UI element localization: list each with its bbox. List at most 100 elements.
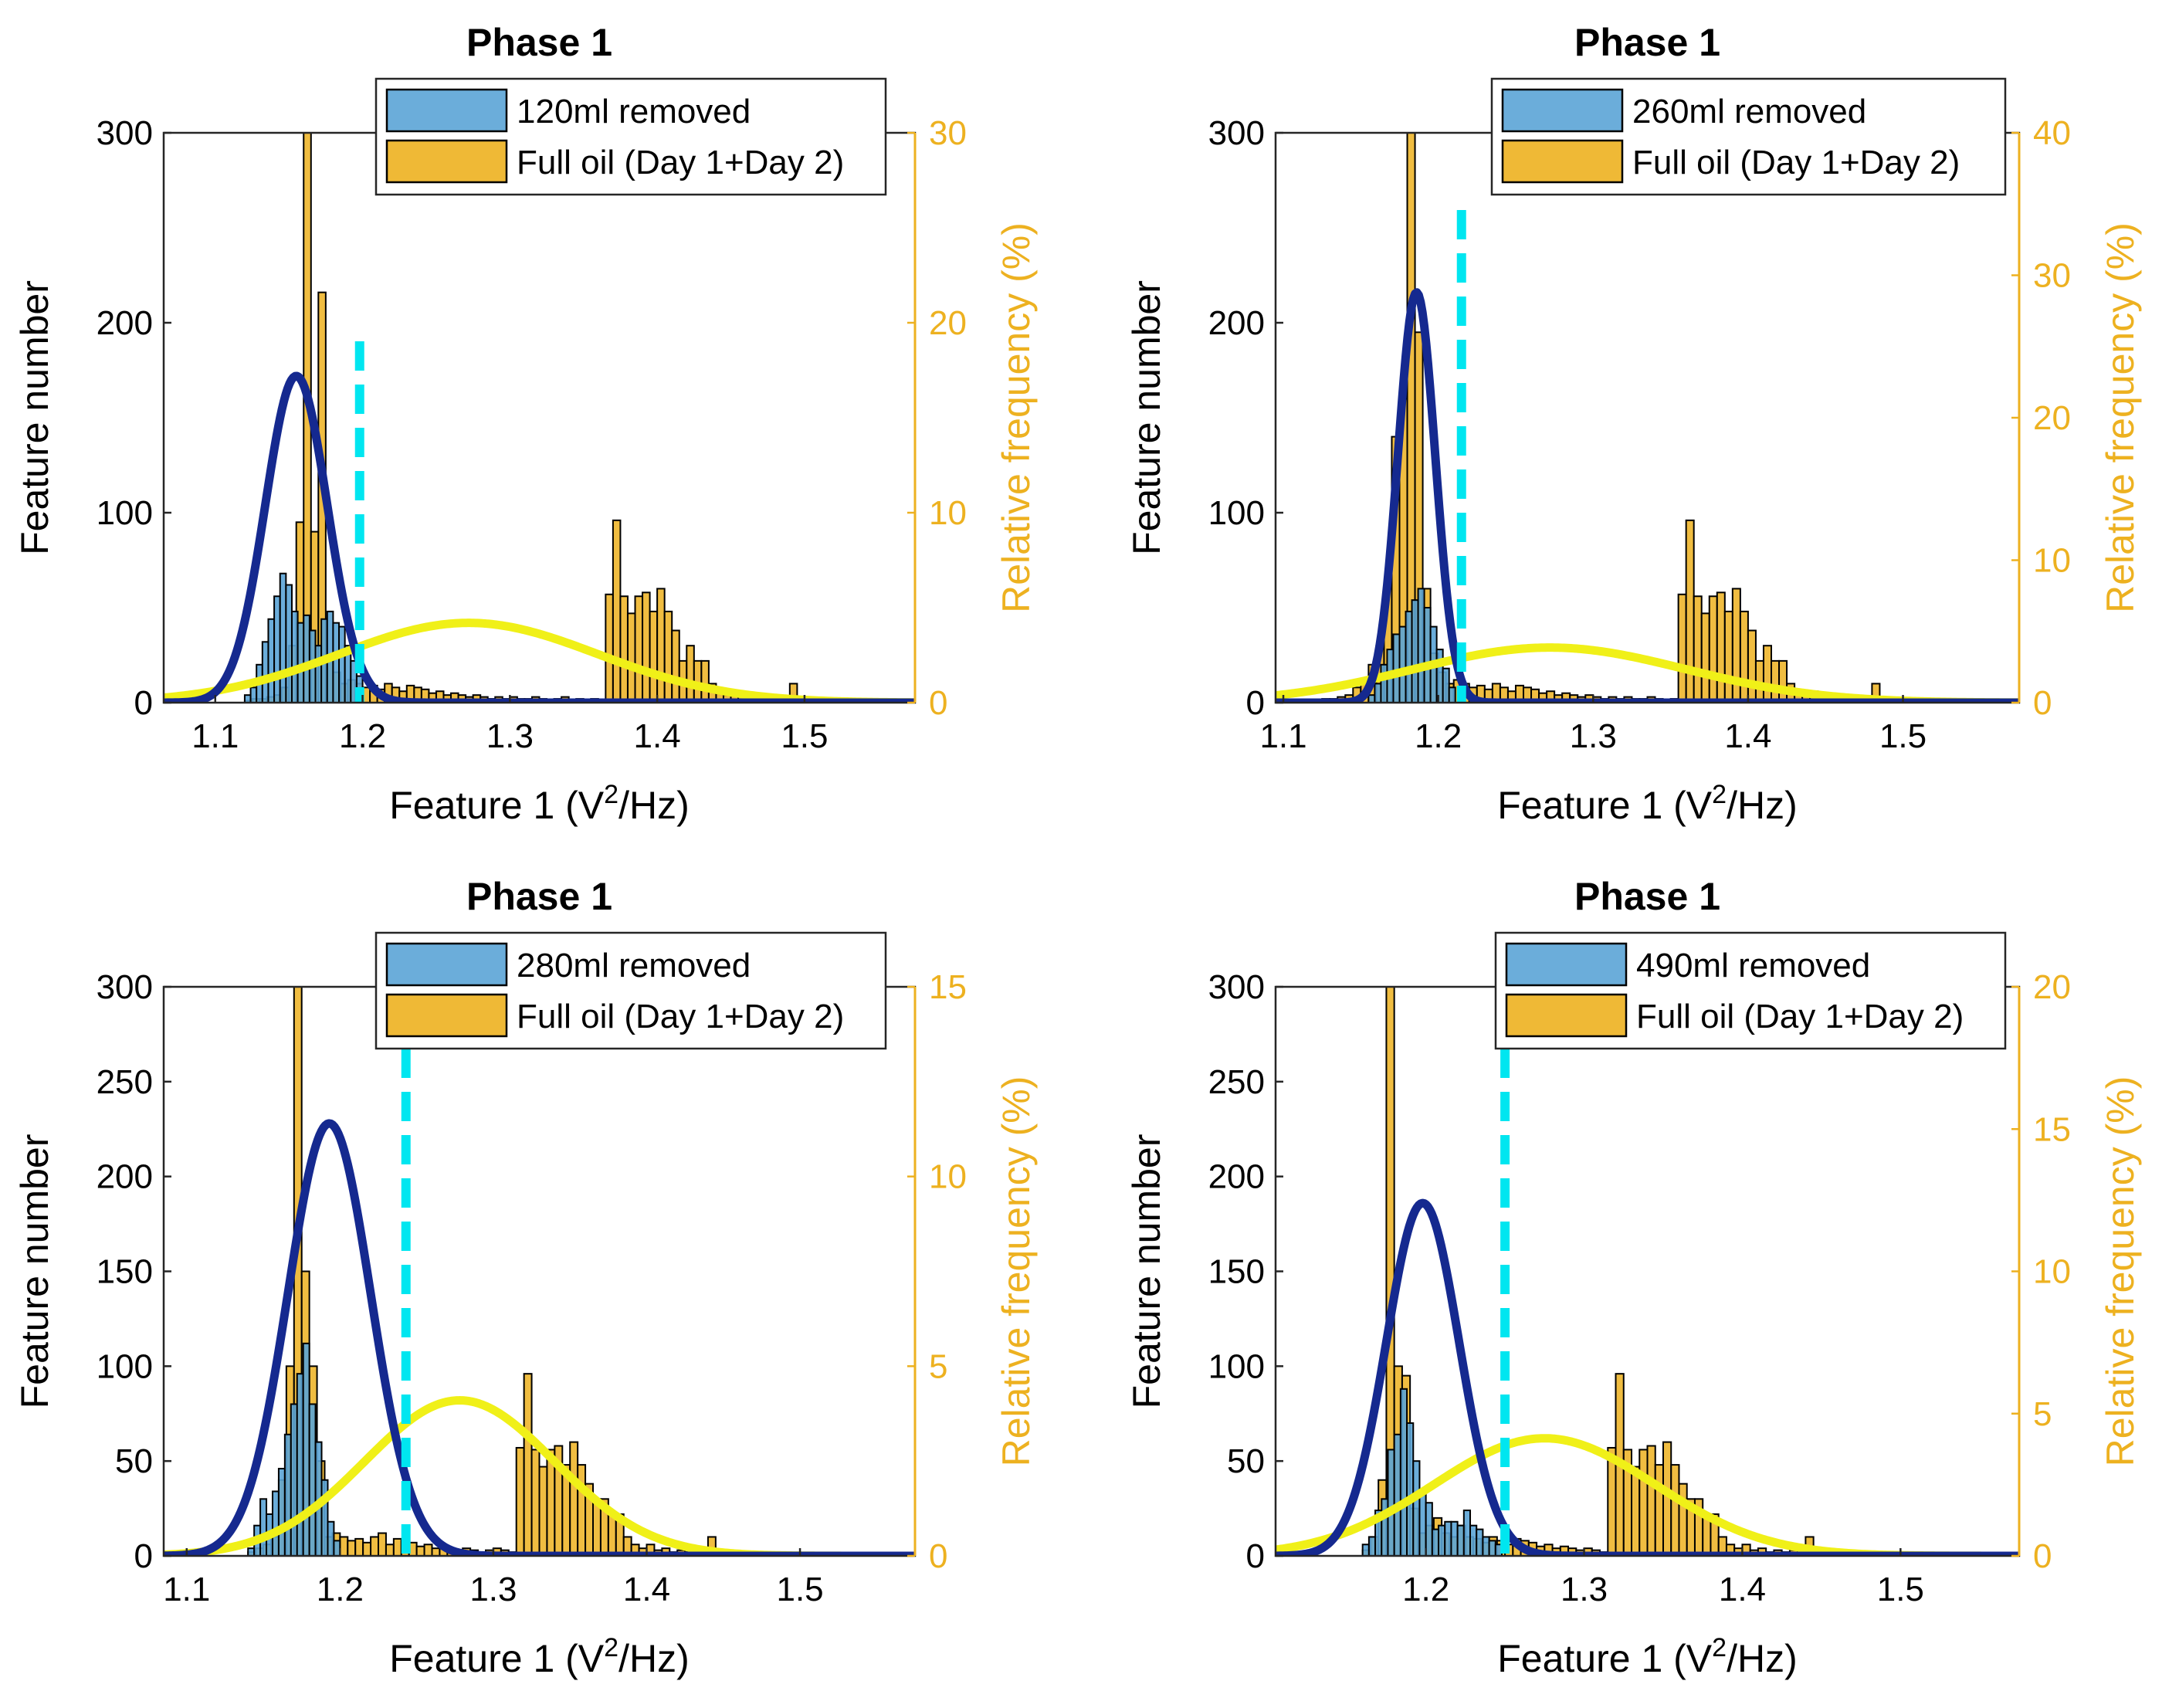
right-tick-label: 5	[929, 1347, 947, 1385]
removed-bar	[1398, 625, 1407, 703]
removed-bar	[271, 1490, 280, 1556]
full-oil-bar	[612, 519, 622, 703]
x-axis-label-tail: /Hz)	[1727, 1637, 1798, 1680]
legend-label-removed: 260ml removed	[1632, 93, 1866, 130]
y-tick-label: 50	[115, 1442, 153, 1480]
y-tick-label: 50	[1227, 1442, 1265, 1480]
y-tick-label: 200	[97, 1158, 153, 1196]
y-tick-label: 200	[1208, 304, 1265, 342]
full-oil-bar	[1662, 1441, 1672, 1556]
full-oil-bar	[1414, 331, 1424, 703]
removed-bar	[1399, 1388, 1408, 1556]
chart-title: Phase 1	[1574, 875, 1720, 918]
removed-bar	[243, 694, 252, 703]
panel-2: 0 100 200 300 0 10 20 30 40 1.1 1.2 1.3 1.4 1.5 Phase …	[1125, 21, 2142, 827]
removed-bar	[1442, 667, 1450, 703]
full-oil-bar	[1654, 1464, 1664, 1556]
removed-bar	[1380, 663, 1388, 703]
y-tick-label: 0	[134, 684, 153, 722]
removed-bar	[285, 584, 293, 703]
removed-bar	[290, 1403, 298, 1556]
full-oil-bar	[1739, 610, 1749, 703]
full-oil-bar	[671, 629, 680, 703]
full-oil-bar	[642, 591, 651, 703]
removed-bar	[283, 1433, 292, 1556]
removed-bar	[1361, 1544, 1370, 1556]
full-oil-bar	[1723, 610, 1733, 703]
removed-bar	[1448, 686, 1456, 703]
removed-bar	[1418, 1490, 1427, 1556]
removed-bar	[249, 686, 258, 703]
legend-label-full-oil: Full oil (Day 1+Day 2)	[1632, 144, 1960, 181]
legend-swatch-full-oil	[385, 993, 508, 1038]
y-tick-label: 100	[1208, 1347, 1265, 1385]
full-oil-bar	[686, 645, 695, 703]
legend-swatch-full-oil	[385, 139, 508, 184]
right-tick-label: 30	[929, 114, 967, 152]
y-tick-label: 100	[1208, 494, 1265, 532]
x-axis-label: Feature 1 (V2/Hz)	[389, 1633, 689, 1680]
full-oil-bar	[569, 1441, 579, 1556]
full-oil-bar	[619, 595, 629, 703]
x-tick-label: 1.2	[317, 1571, 364, 1608]
removed-bar	[1476, 1528, 1484, 1556]
removed-bar	[273, 595, 281, 703]
removed-bar	[259, 1498, 268, 1556]
removed-bar	[1392, 633, 1401, 703]
right-tick-label: 10	[2033, 1253, 2071, 1291]
right-tick-label: 0	[929, 684, 947, 722]
removed-bar	[1456, 1524, 1465, 1556]
right-tick-label: 20	[2033, 399, 2071, 437]
removed-bar	[1438, 1524, 1446, 1556]
y-tick-label: 150	[1208, 1253, 1265, 1291]
x-tick-label: 1.3	[1570, 717, 1617, 755]
x-axis-label-tail: /Hz)	[1727, 784, 1798, 827]
legend: 280ml removed Full oil (Day 1+Day 2)	[374, 931, 887, 1050]
full-oil-bar	[1708, 595, 1718, 703]
full-oil-bar	[1747, 629, 1757, 703]
full-oil-bar	[1678, 1483, 1688, 1556]
x-axis-label-superscript: 2	[604, 1633, 618, 1662]
right-tick-label: 0	[2033, 1537, 2052, 1575]
full-oil-bar	[530, 1449, 541, 1556]
legend-label-full-oil: Full oil (Day 1+Day 2)	[517, 998, 844, 1035]
x-tick-label: 1.1	[191, 717, 239, 755]
full-oil-bar	[626, 612, 636, 703]
x-axis-label-superscript: 2	[1712, 1633, 1727, 1662]
full-oil-bar	[339, 1536, 349, 1556]
right-tick-label: 0	[929, 1537, 947, 1575]
x-axis-label: Feature 1 (V2/Hz)	[1497, 1633, 1797, 1680]
right-tick-label: 20	[929, 304, 967, 342]
removed-bar	[267, 618, 276, 703]
legend-label-full-oil: Full oil (Day 1+Day 2)	[1636, 998, 1964, 1035]
legend-swatch-full-oil	[1501, 139, 1624, 184]
x-axis-label-tail: /Hz)	[618, 1637, 690, 1680]
removed-bar	[1423, 607, 1432, 703]
legend: 120ml removed Full oil (Day 1+Day 2)	[374, 77, 887, 196]
chart-title: Phase 1	[466, 875, 612, 918]
full-oil-bar	[523, 1373, 533, 1556]
plot-content	[164, 133, 915, 703]
y-tick-label: 100	[97, 1347, 153, 1385]
y-tick-label: 300	[1208, 114, 1265, 152]
right-axis-label: Relative frequency (%)	[2099, 222, 2142, 613]
legend-swatch-full-oil	[1505, 993, 1628, 1038]
legend-swatch-removed	[385, 942, 508, 987]
full-oil-bar	[385, 1544, 395, 1556]
full-oil-bar	[700, 659, 710, 703]
right-axis-label: Relative frequency (%)	[2099, 1076, 2142, 1467]
right-tick-label: 0	[2033, 684, 2052, 722]
removed-bar	[1367, 694, 1376, 703]
panel-3: 0 50 100 150 200 250 300 0 5 10 15 1.1 1.2 1.3 1.4 1.5 P…	[13, 875, 1038, 1680]
removed-bar	[261, 641, 269, 703]
full-oil-bar	[415, 1545, 425, 1556]
x-axis-label-main: Feature 1 (V	[1497, 1637, 1713, 1680]
full-oil-bar	[378, 1532, 387, 1556]
full-oil-bar	[1638, 1449, 1649, 1556]
x-axis-label-main: Feature 1 (V	[1497, 784, 1713, 827]
removed-bar	[1482, 1536, 1490, 1556]
full-oil-bar	[354, 1537, 364, 1556]
legend-swatch-removed	[385, 88, 508, 133]
full-oil-bar	[1693, 595, 1703, 703]
